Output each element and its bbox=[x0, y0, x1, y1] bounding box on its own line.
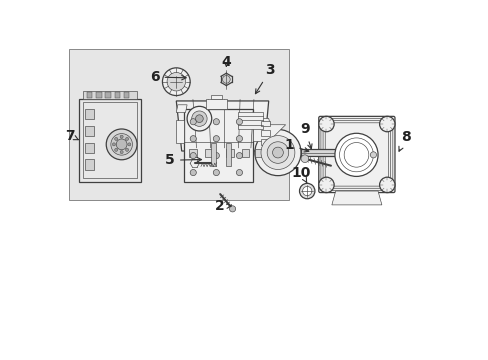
Polygon shape bbox=[253, 118, 285, 141]
Bar bbox=[210, 95, 221, 99]
Bar bbox=[84, 109, 94, 120]
Circle shape bbox=[301, 155, 308, 163]
Circle shape bbox=[112, 143, 115, 146]
Circle shape bbox=[120, 135, 123, 138]
FancyBboxPatch shape bbox=[318, 116, 394, 193]
Text: 6: 6 bbox=[150, 70, 186, 84]
Bar bbox=[96, 92, 102, 98]
Bar bbox=[87, 92, 92, 98]
Bar bbox=[204, 149, 212, 157]
Circle shape bbox=[236, 153, 242, 159]
Circle shape bbox=[114, 138, 118, 140]
Text: 9: 9 bbox=[300, 122, 311, 149]
Bar bbox=[205, 99, 226, 109]
Circle shape bbox=[213, 170, 219, 176]
Circle shape bbox=[190, 119, 196, 125]
Bar bbox=[226, 143, 230, 166]
Bar bbox=[83, 103, 137, 178]
Circle shape bbox=[299, 183, 314, 199]
Polygon shape bbox=[331, 191, 381, 205]
Bar bbox=[115, 92, 120, 98]
Circle shape bbox=[195, 115, 203, 122]
Bar bbox=[84, 126, 94, 136]
Bar bbox=[84, 159, 94, 170]
Bar bbox=[189, 149, 197, 157]
Circle shape bbox=[114, 148, 118, 151]
Circle shape bbox=[318, 177, 333, 193]
Circle shape bbox=[191, 111, 207, 126]
Bar bbox=[210, 143, 215, 166]
Bar bbox=[301, 149, 335, 156]
Bar bbox=[241, 149, 249, 157]
Circle shape bbox=[222, 76, 230, 83]
Text: 3: 3 bbox=[255, 63, 274, 94]
Circle shape bbox=[334, 133, 377, 176]
Circle shape bbox=[213, 153, 219, 159]
Text: 1: 1 bbox=[284, 138, 308, 152]
Bar bbox=[261, 139, 270, 145]
Circle shape bbox=[187, 106, 211, 131]
Circle shape bbox=[190, 136, 196, 142]
Circle shape bbox=[127, 143, 131, 146]
Circle shape bbox=[318, 116, 333, 132]
Circle shape bbox=[369, 152, 376, 158]
Circle shape bbox=[125, 148, 128, 151]
Polygon shape bbox=[176, 105, 187, 112]
Text: 5: 5 bbox=[165, 153, 201, 167]
Circle shape bbox=[266, 142, 288, 163]
Bar bbox=[254, 149, 262, 157]
Circle shape bbox=[272, 147, 283, 158]
Circle shape bbox=[190, 170, 196, 176]
Circle shape bbox=[125, 138, 128, 140]
Text: 8: 8 bbox=[398, 130, 410, 151]
Circle shape bbox=[302, 186, 311, 196]
Circle shape bbox=[236, 119, 242, 125]
Circle shape bbox=[111, 134, 132, 155]
Text: 7: 7 bbox=[65, 129, 78, 143]
Circle shape bbox=[254, 130, 301, 176]
Circle shape bbox=[379, 116, 394, 132]
Circle shape bbox=[236, 170, 242, 176]
Bar bbox=[261, 130, 270, 136]
Bar bbox=[238, 112, 262, 130]
Bar bbox=[68, 49, 289, 199]
Circle shape bbox=[167, 72, 185, 91]
Bar bbox=[105, 92, 111, 98]
Circle shape bbox=[213, 119, 219, 125]
Circle shape bbox=[379, 177, 394, 193]
Text: 2: 2 bbox=[215, 199, 231, 213]
Bar bbox=[176, 120, 183, 143]
Circle shape bbox=[116, 139, 127, 150]
Bar bbox=[79, 99, 141, 182]
Bar bbox=[84, 143, 94, 153]
Circle shape bbox=[229, 206, 235, 212]
Text: 4: 4 bbox=[221, 55, 231, 69]
Circle shape bbox=[236, 136, 242, 142]
Text: 10: 10 bbox=[291, 166, 310, 183]
Bar bbox=[226, 149, 234, 157]
Bar bbox=[83, 91, 137, 99]
Circle shape bbox=[261, 136, 294, 170]
Circle shape bbox=[120, 150, 123, 154]
Bar bbox=[123, 92, 129, 98]
Circle shape bbox=[106, 129, 137, 160]
Circle shape bbox=[162, 68, 190, 95]
Circle shape bbox=[190, 153, 196, 159]
Bar bbox=[183, 109, 253, 182]
Circle shape bbox=[213, 136, 219, 142]
Polygon shape bbox=[176, 101, 268, 151]
Bar bbox=[261, 121, 270, 126]
